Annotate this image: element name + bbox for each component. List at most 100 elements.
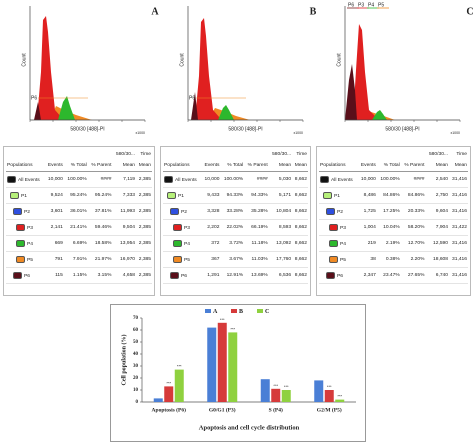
table-cell: 66.19% — [244, 219, 269, 236]
table-cell: 31,416 — [449, 267, 468, 284]
table-row: All Events 10,000 100.00% #### 2,540 31,416 — [319, 171, 468, 188]
table-cell: #### — [244, 171, 269, 188]
gate-label: P4 — [368, 2, 374, 8]
table-cell: 0.38% — [376, 251, 401, 268]
table-cell: 31,416 — [449, 203, 468, 220]
population-color — [329, 256, 338, 263]
table-row: P5 791 7.91% 21.97% 16,970 2,385 — [6, 251, 152, 268]
table-row: P4 669 6.69% 18.58% 13,954 2,385 — [6, 235, 152, 252]
panel-label: C — [466, 6, 473, 17]
histogram-shape — [345, 24, 395, 120]
bar — [314, 380, 324, 402]
table-cell: 13.69% — [244, 267, 269, 284]
x-axis-unit: x1000 — [293, 131, 303, 135]
x-axis-label: 580/30 [488]-PI — [228, 126, 262, 132]
significance-label: *** — [220, 317, 225, 322]
population-cell: P2 — [319, 203, 358, 220]
header-cell — [6, 149, 45, 160]
bar — [271, 388, 281, 402]
population-color — [173, 224, 182, 231]
population-color — [13, 208, 22, 215]
population-color — [170, 272, 179, 279]
table-cell: 5,171 — [268, 187, 293, 204]
table-cell: 31,416 — [449, 171, 468, 188]
significance-label: *** — [273, 383, 278, 388]
bar — [228, 332, 238, 402]
table-cell: 1.15% — [63, 267, 88, 284]
header-cell: % Parent — [87, 160, 113, 172]
header-row: 580/30... Time — [319, 149, 468, 160]
table-cell: 7,119 — [112, 171, 137, 188]
population-name: P3 — [27, 225, 33, 231]
table-cell: 22.02% — [220, 219, 245, 236]
header-cell — [220, 149, 244, 160]
x-axis-label: 580/30 [488]-PI — [70, 126, 104, 132]
header-cell: Populations — [319, 160, 358, 172]
table-cell: 10,804 — [268, 203, 293, 220]
table-cell: 100.00% — [376, 171, 401, 188]
table-cell: 9,504 — [112, 219, 137, 236]
header-cell: Mean — [425, 160, 449, 172]
histogram-shape — [188, 18, 250, 120]
histogram-shape — [30, 16, 92, 120]
table-cell: 21.41% — [63, 219, 88, 236]
table-cell: 11.18% — [244, 235, 269, 252]
gate-label: P5 — [378, 2, 384, 8]
legend-swatch — [205, 309, 211, 313]
table-cell: 11,993 — [112, 203, 137, 220]
table-cell: 94.33% — [220, 187, 245, 204]
panel-label: A — [151, 6, 159, 17]
header-cell: % Parent — [400, 160, 426, 172]
table-cell: 94.33% — [244, 187, 269, 204]
header-cell: Mean — [292, 160, 308, 172]
table-cell: 23.47% — [376, 267, 401, 284]
table-row: All Events 10,000 100.00% #### 5,030 8,662 — [163, 171, 308, 188]
table-cell: 59.46% — [87, 219, 113, 236]
significance-label: *** — [177, 364, 182, 369]
table-cell: 2,385 — [136, 251, 152, 268]
population-cell: P3 — [6, 219, 45, 236]
population-color — [326, 272, 335, 279]
header-cell: Populations — [6, 160, 45, 172]
population-cell: P4 — [6, 235, 45, 252]
table-row: P2 1,725 17.25% 20.33% 9,604 31,416 — [319, 203, 468, 220]
table-cell: 8,593 — [268, 219, 293, 236]
population-name: P1 — [21, 193, 27, 199]
bar — [260, 379, 270, 402]
significance-label: *** — [284, 384, 289, 389]
population-color — [326, 208, 335, 215]
table-row: P6 1,291 12.91% 13.69% 6,536 8,662 — [163, 267, 308, 284]
population-name: P2 — [337, 209, 343, 215]
population-cell: P6 — [6, 267, 45, 284]
population-cell: P4 — [319, 235, 358, 252]
header-cell: 580/30... — [272, 152, 292, 157]
header-cell: % Parent — [244, 160, 269, 172]
population-cell: P1 — [319, 187, 358, 204]
table-cell: 1,725 — [357, 203, 377, 220]
population-color — [323, 192, 332, 199]
population-cell: P6 — [163, 267, 202, 284]
population-name: P6 — [24, 273, 30, 279]
table-cell: 6,740 — [425, 267, 449, 284]
table-row: P4 219 2.19% 12.70% 12,590 31,416 — [319, 235, 468, 252]
header-cell: Time — [456, 152, 467, 157]
y-tick-label: 60 — [133, 328, 139, 333]
header-cell: Events — [44, 160, 64, 172]
table-row: P1 9,433 94.33% 94.33% 5,171 8,662 — [163, 187, 308, 204]
table-cell: 13,954 — [112, 235, 137, 252]
header-cell — [319, 149, 358, 160]
table-row: P3 1,004 10.04% 58.20% 7,904 31,422 — [319, 219, 468, 236]
table-cell: 2,141 — [44, 219, 64, 236]
header-cell: 580/30... — [115, 152, 136, 157]
table-cell: 367 — [201, 251, 221, 268]
table-cell: 17.25% — [376, 203, 401, 220]
population-name: P5 — [184, 257, 190, 263]
population-name: P1 — [178, 193, 184, 199]
stats-table: 580/30... Time Populations Events% Total% P… — [319, 149, 468, 284]
header-cell — [358, 149, 377, 160]
x-tick-label: G2/M (P5) — [317, 406, 342, 413]
header-cell — [64, 149, 88, 160]
bar-chart-frame — [110, 304, 366, 442]
header-row: Populations Events% Total% Parent Mean Mean — [6, 160, 152, 172]
legend-swatch — [257, 309, 263, 313]
